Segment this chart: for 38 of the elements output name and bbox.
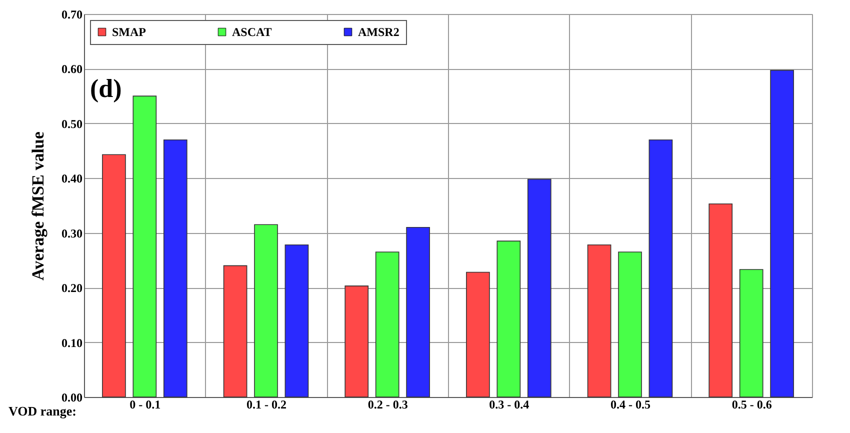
y-tick-label: 0.50	[62, 116, 82, 131]
bar	[102, 154, 126, 398]
legend-label: ASCAT	[232, 25, 272, 39]
y-tick-label: 0.30	[62, 226, 82, 240]
bar	[163, 139, 188, 398]
bar	[708, 203, 733, 398]
bar	[527, 178, 552, 398]
bar	[375, 252, 400, 398]
annotation: (d)	[90, 74, 122, 103]
bar	[587, 244, 612, 398]
x-tick-label: 0.2 - 0.3	[368, 398, 408, 412]
bar	[770, 70, 794, 398]
y-tick-label: 0.70	[62, 8, 82, 22]
bar	[223, 265, 248, 398]
x-tick-label: 0.4 - 0.5	[610, 398, 650, 412]
bar	[466, 272, 490, 398]
x-tick-label: 0.1 - 0.2	[246, 398, 286, 412]
bar	[344, 286, 369, 398]
y-tick-label: 0.00	[62, 390, 82, 404]
bar	[648, 139, 673, 398]
legend-label: SMAP	[112, 25, 146, 39]
bar	[254, 224, 278, 398]
legend-label: AMSR2	[358, 25, 400, 39]
y-tick-label: 0.20	[62, 281, 82, 296]
y-tick-label: 0.40	[62, 172, 82, 186]
bar	[739, 269, 764, 398]
y-tick-label: 0.60	[62, 62, 82, 76]
x-tick-label: 0.5 - 0.6	[732, 398, 772, 412]
y-axis-title: Average fMSE value	[28, 131, 48, 280]
bar	[132, 96, 157, 398]
bar	[496, 240, 521, 398]
x-tick-label: 0 - 0.1	[130, 398, 161, 412]
bar	[618, 252, 642, 398]
bar	[284, 244, 309, 398]
y-tick-label: 0.10	[62, 336, 82, 350]
x-axis-title: VOD range:	[8, 404, 76, 418]
x-tick-label: 0.3 - 0.4	[489, 398, 530, 412]
bar	[406, 226, 430, 398]
